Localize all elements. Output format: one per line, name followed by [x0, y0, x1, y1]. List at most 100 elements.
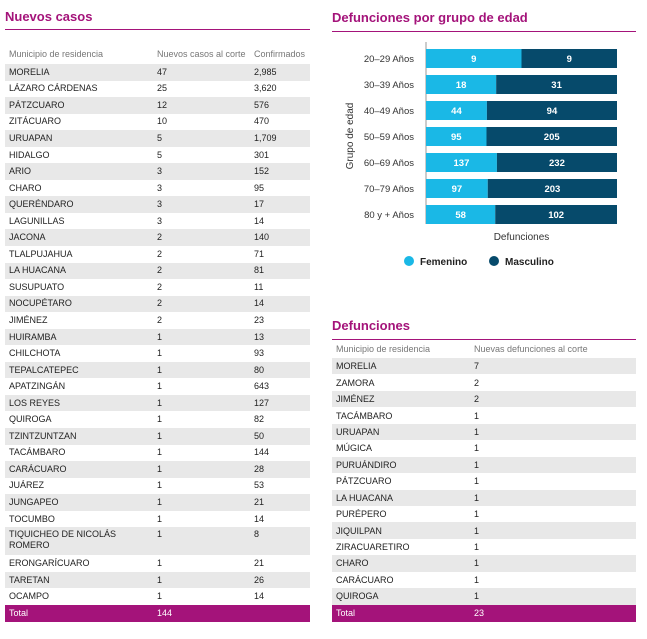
- defunciones-table: Municipio de residencia Nuevas defuncion…: [332, 342, 636, 622]
- table-row: MÚGICA 1: [332, 440, 636, 456]
- table-cell: 144: [254, 447, 270, 458]
- table-cell: 576: [250, 97, 310, 114]
- bar-femenino: [426, 75, 497, 94]
- table-cell: 2: [157, 248, 163, 259]
- table-cell: QUERÉNDARO: [5, 196, 153, 213]
- table-row: QUERÉNDARO 3 17: [5, 196, 310, 213]
- table-cell: 21: [254, 558, 265, 569]
- total-value: 144: [153, 604, 250, 622]
- table-cell: 23: [254, 314, 265, 325]
- bar-femenino: [426, 49, 522, 68]
- tick-label: 60–69 Años: [364, 158, 414, 169]
- table-row: JACONA 2 140: [5, 229, 310, 247]
- table-row: JIMÉNEZ 2: [332, 390, 636, 408]
- total-label: Total: [5, 604, 153, 622]
- table-cell: 21: [250, 494, 310, 511]
- table-row: LOS REYES 1 127: [5, 394, 310, 412]
- table-cell: 127: [250, 394, 310, 412]
- table-cell: SUSUPUATO: [9, 281, 65, 292]
- data-label-femenino: 97: [452, 184, 463, 195]
- table-cell: 1: [157, 447, 163, 458]
- total-label: Total: [332, 604, 470, 622]
- table-cell: 140: [250, 229, 310, 247]
- table-cell: 3: [153, 163, 250, 180]
- table-cell: 8: [250, 527, 310, 556]
- table-cell: ARIO: [5, 163, 153, 180]
- table-row: LAGUNILLAS 3 14: [5, 213, 310, 230]
- table-cell: 10: [157, 116, 168, 127]
- legend-femenino-swatch: [404, 256, 414, 266]
- legend-masculino-swatch: [489, 256, 499, 266]
- table-cell: 2: [157, 281, 163, 292]
- table-cell: 1: [470, 489, 636, 506]
- table-row: CARÁCUARO 1 28: [5, 461, 310, 478]
- table-cell: 1: [470, 522, 636, 539]
- table-cell: 14: [254, 215, 265, 226]
- table-row: CHARO 3 95: [5, 180, 310, 197]
- table-cell: 28: [250, 461, 310, 478]
- table-cell: 81: [250, 262, 310, 280]
- tick-label: 30–39 Años: [364, 80, 414, 91]
- table-cell: LÁZARO CÁRDENAS: [9, 83, 98, 94]
- legend-masculino: Masculino: [489, 256, 554, 268]
- table-cell: 53: [254, 480, 265, 491]
- table-cell: 2: [470, 390, 636, 408]
- tick-label: 20–29 Años: [364, 54, 414, 65]
- table-cell: CHARO: [9, 182, 42, 193]
- table-cell: 1: [153, 394, 250, 412]
- defunciones-body: MORELIA 7 ZAMORA 2 JIMÉNEZ 2 TACÁMBARO 1 URUAPAN…: [332, 358, 636, 605]
- table-cell: TLALPUJAHUA: [9, 248, 73, 259]
- data-label-masculino: 9: [567, 54, 572, 65]
- table-cell: 71: [254, 248, 265, 259]
- table-cell: 11: [254, 281, 264, 292]
- table-cell: 13: [250, 328, 310, 346]
- table-row: LA HUACANA 2 81: [5, 262, 310, 280]
- header-confirmados: Confirmados: [254, 49, 306, 59]
- table-cell: 82: [254, 414, 265, 425]
- table-cell: CHARO: [332, 555, 470, 572]
- tick-label: 70–79 Años: [364, 184, 414, 195]
- table-cell: PÁTZCUARO: [5, 97, 153, 114]
- table-row: TEPALCATEPEC 1 80: [5, 361, 310, 379]
- table-cell: ZAMORA: [336, 377, 375, 388]
- table-cell: 1: [157, 348, 163, 359]
- bar-masculino: [487, 179, 617, 198]
- table-cell: TARETAN: [5, 571, 153, 589]
- table-cell: 1: [157, 480, 163, 491]
- table-row: ZITÁCUARO 10 470: [5, 114, 310, 131]
- data-label-masculino: 94: [547, 106, 558, 117]
- table-row: PÁTZCUARO 12 576: [5, 97, 310, 114]
- table-cell: QUIROGA: [332, 588, 470, 605]
- table-cell: APATZINGÁN: [9, 381, 66, 392]
- table-cell: 1: [470, 555, 636, 572]
- table-row: MORELIA 7: [332, 358, 636, 375]
- table-row: TIQUICHEO DE NICOLÁS ROMERO 1 8: [5, 527, 310, 556]
- bar-masculino: [496, 75, 617, 94]
- table-cell: OCAMPO: [9, 591, 50, 602]
- table-row: URUAPAN 5 1,709: [5, 130, 310, 147]
- table-row: TOCUMBO 1 14: [5, 511, 310, 528]
- table-cell: 1: [474, 410, 480, 421]
- table-cell: 3: [157, 215, 163, 226]
- bar-femenino: [426, 153, 497, 172]
- table-cell: 1: [474, 509, 480, 520]
- table-cell: 301: [254, 149, 270, 160]
- legend-femenino: Femenino: [404, 256, 467, 268]
- table-cell: 47: [153, 64, 250, 81]
- bar-femenino: [426, 179, 488, 198]
- table-cell: JIMÉNEZ: [332, 390, 470, 408]
- table-cell: 1: [153, 461, 250, 478]
- table-cell: 1: [474, 574, 480, 585]
- data-label-masculino: 203: [544, 184, 560, 195]
- table-cell: 1: [474, 542, 480, 553]
- table-cell: 26: [250, 571, 310, 589]
- data-label-masculino: 232: [549, 158, 565, 169]
- table-cell: TEPALCATEPEC: [5, 361, 153, 379]
- legend-femenino-label: Femenino: [420, 257, 468, 268]
- table-cell: LA HUACANA: [332, 489, 470, 506]
- table-row: CHARO 1: [332, 555, 636, 572]
- table-cell: 2: [474, 377, 480, 388]
- table-row: TACÁMBARO 1 144: [5, 445, 310, 462]
- table-row: HUIRAMBA 1 13: [5, 328, 310, 346]
- table-cell: 2: [153, 295, 250, 313]
